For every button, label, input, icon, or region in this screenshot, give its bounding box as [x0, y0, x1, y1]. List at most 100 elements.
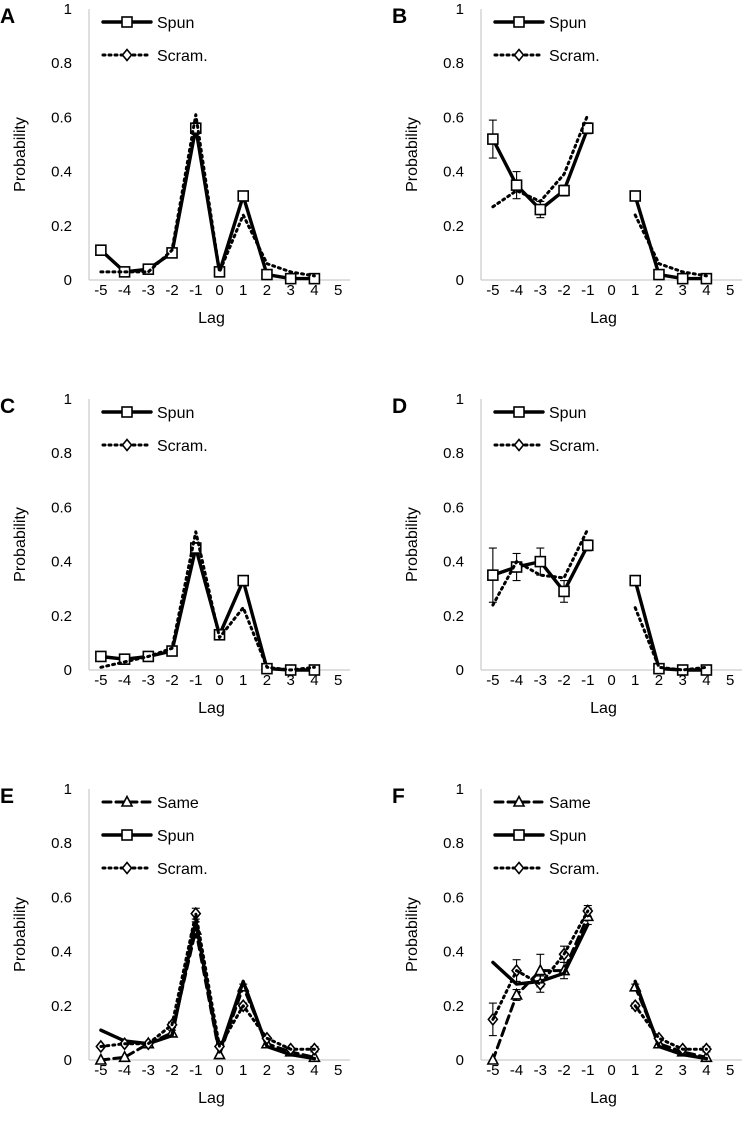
data-point [700, 664, 713, 676]
y-tick-label: 0.8 [51, 55, 72, 72]
data-point [95, 650, 107, 663]
legend-marker [513, 829, 525, 841]
legend: Spun Scram. [101, 405, 208, 455]
x-axis-label: Lag [590, 310, 617, 327]
legend-marker [120, 794, 134, 807]
legend-marker [121, 861, 133, 875]
y-tick-label: 0.2 [443, 218, 464, 235]
x-tick-label: -1 [189, 1062, 202, 1079]
y-tick-label: 0.8 [443, 55, 464, 72]
y-tick-label: 1 [456, 781, 464, 798]
x-tick-label: -4 [510, 672, 523, 689]
x-tick-label: -5 [486, 1062, 499, 1079]
data-point [118, 1050, 131, 1063]
x-tick-label: 0 [215, 672, 223, 689]
x-tick-label: 3 [679, 282, 687, 299]
series-spun [487, 119, 713, 285]
x-tick-label: 3 [287, 672, 295, 689]
series-line [99, 912, 316, 1051]
panel-label: D [392, 395, 407, 418]
y-tick-label: 0 [64, 1052, 72, 1069]
x-tick-label: 4 [310, 1062, 318, 1079]
data-point [676, 272, 689, 285]
y-tick-label: 0.6 [443, 109, 464, 126]
x-tick-label: -3 [534, 282, 547, 299]
data-point [118, 653, 131, 665]
x-tick-label: 0 [607, 282, 615, 299]
x-tick-label: 2 [655, 282, 663, 299]
series-spun [487, 904, 712, 1061]
x-tick-label: 1 [239, 282, 247, 299]
legend: Same Spun Scram. [493, 794, 600, 878]
legend-marker [121, 48, 133, 62]
legend-label: Scram. [157, 48, 208, 65]
legend-label: Same [549, 795, 591, 812]
x-tick-label: -2 [165, 282, 178, 299]
legend-marker [513, 438, 525, 452]
series-line [491, 543, 709, 672]
y-tick-label: 0 [64, 662, 72, 679]
legend-label: Spun [549, 828, 586, 845]
data-point [581, 539, 594, 552]
x-axis-label: Lag [590, 700, 617, 717]
panel-label: A [0, 5, 15, 28]
x-tick-label: -5 [94, 282, 107, 299]
x-tick-label: 0 [215, 282, 223, 299]
series-spun [487, 539, 713, 676]
y-tick-label: 0.6 [51, 109, 72, 126]
x-tick-label: -1 [581, 282, 594, 299]
y-tick-label: 1 [456, 1, 464, 18]
x-tick-label: -3 [534, 1062, 547, 1079]
x-tick-label: -2 [557, 672, 570, 689]
x-tick-label: 5 [334, 282, 342, 299]
data-point [558, 585, 570, 598]
y-tick-label: 0.6 [51, 889, 72, 906]
x-tick-label: -2 [165, 672, 178, 689]
x-tick-label: 0 [607, 1062, 615, 1079]
y-tick-label: 0.6 [51, 499, 72, 516]
y-tick-label: 0.8 [443, 445, 464, 462]
x-tick-label: 2 [263, 1062, 271, 1079]
y-tick-label: 0.6 [443, 499, 464, 516]
x-tick-label: -1 [189, 282, 202, 299]
data-point [237, 190, 250, 202]
x-axis-label: Lag [198, 310, 225, 327]
y-tick-label: 0.6 [443, 889, 464, 906]
y-axis-label: Probability [404, 117, 421, 192]
x-tick-label: 5 [726, 1062, 734, 1079]
data-point [653, 268, 665, 281]
panel-E: E00.20.40.60.81-5 -4 -3 -2 -1 0 1 2 3 4 5LagProbab… [0, 781, 350, 1107]
x-tick-label: 0 [607, 672, 615, 689]
y-tick-label: 0.4 [51, 164, 72, 181]
legend-marker [121, 16, 133, 28]
y-tick-label: 1 [64, 1, 72, 18]
series-line [99, 530, 316, 672]
data-point [213, 1047, 226, 1060]
x-tick-label: -3 [534, 672, 547, 689]
data-point [510, 179, 523, 191]
series-line [491, 126, 709, 281]
y-tick-label: 0.2 [51, 998, 72, 1015]
panel-label: E [0, 785, 14, 808]
legend-label: Spun [157, 828, 194, 845]
data-point [237, 574, 250, 587]
y-tick-label: 0.8 [443, 835, 464, 852]
x-tick-label: -5 [94, 1062, 107, 1079]
series-same [486, 907, 713, 1065]
y-axis-label: Probability [404, 897, 421, 972]
x-tick-label: 1 [631, 672, 639, 689]
x-tick-label: -2 [557, 1062, 570, 1079]
legend-label: Scram. [157, 861, 208, 878]
legend: Same Spun Scram. [101, 794, 208, 878]
data-point [308, 272, 321, 285]
data-point [487, 569, 499, 581]
x-tick-label: 1 [239, 1062, 247, 1079]
x-tick-label: 2 [263, 672, 271, 689]
series-line [491, 113, 708, 278]
data-point [284, 272, 297, 285]
y-tick-label: 0.2 [51, 608, 72, 625]
y-axis-label: Probability [404, 507, 421, 582]
series-scram [491, 527, 708, 672]
x-tick-label: 4 [310, 282, 318, 299]
